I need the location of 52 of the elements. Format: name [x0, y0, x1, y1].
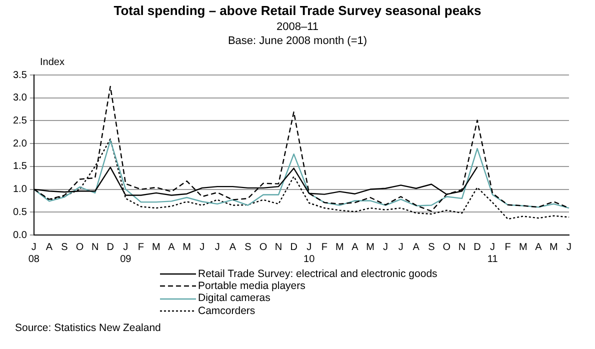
x-tick-label: D	[290, 242, 298, 253]
x-tick-label: A	[229, 242, 236, 253]
x-tick-label: J 08	[28, 242, 40, 265]
legend-label: Camcorders	[198, 304, 256, 317]
y-tick-label: 2.5	[12, 115, 28, 126]
x-tick-label: S	[61, 242, 68, 253]
x-tick-label: M	[182, 242, 191, 253]
x-tick-label: F	[138, 242, 144, 253]
source-note: Source: Statistics New Zealand	[15, 322, 161, 334]
x-tick-label: A	[46, 242, 53, 253]
x-tick-label: M	[518, 242, 528, 253]
x-tick-label: D	[474, 242, 481, 253]
x-tick-label: J 10	[304, 242, 316, 265]
x-tick-label: J 09	[120, 242, 132, 265]
y-tick-label: 3.5	[12, 70, 28, 81]
x-tick-label: O	[442, 242, 451, 253]
x-tick-label: A	[168, 242, 176, 253]
x-tick-label: O	[76, 242, 84, 253]
x-tick-label: N	[274, 242, 282, 253]
y-tick-label: 0.0	[12, 230, 28, 241]
x-tick-label: A	[412, 242, 420, 253]
x-tick-label: M	[366, 242, 374, 253]
chart-title: Total spending – above Retail Trade Survey seasonal peaks	[112, 3, 482, 18]
y-tick-label: 1.0	[12, 184, 28, 196]
x-tick-label: N	[91, 242, 99, 253]
y-tick-label: 3.0	[12, 92, 28, 104]
x-tick-label: J	[566, 242, 572, 253]
x-tick-label: O	[259, 242, 268, 253]
x-tick-label: S	[244, 242, 252, 253]
x-tick-label: A	[535, 242, 542, 253]
x-tick-label: M	[336, 242, 344, 253]
x-tick-label: A	[352, 242, 359, 253]
x-tick-label: M	[152, 242, 160, 253]
x-tick-label: J	[214, 242, 220, 253]
chart-subtitle: 2008–11 Base: June 2008 month (=1)	[226, 20, 368, 48]
legend-label: Retail Trade Survey: electrical and electronic goods	[198, 268, 438, 280]
x-tick-label: M	[550, 242, 558, 253]
x-tick-label: N	[458, 242, 466, 253]
x-tick-label: S	[428, 242, 436, 253]
x-tick-label: J	[383, 242, 388, 253]
x-tick-label: F	[504, 242, 511, 253]
legend-label: Portable media players	[198, 280, 306, 292]
legend-label: Digital cameras	[198, 292, 270, 305]
y-axis-title: Index	[40, 57, 64, 68]
x-tick-label: J 11	[487, 242, 498, 265]
y-tick-label: 2.0	[12, 138, 28, 150]
x-tick-label: D	[106, 242, 114, 253]
x-tick-label: J	[398, 242, 404, 253]
x-tick-label: J	[200, 242, 205, 253]
x-tick-label: F	[321, 242, 328, 253]
y-tick-label: 0.5	[12, 206, 28, 218]
y-tick-label: 1.5	[12, 161, 28, 172]
